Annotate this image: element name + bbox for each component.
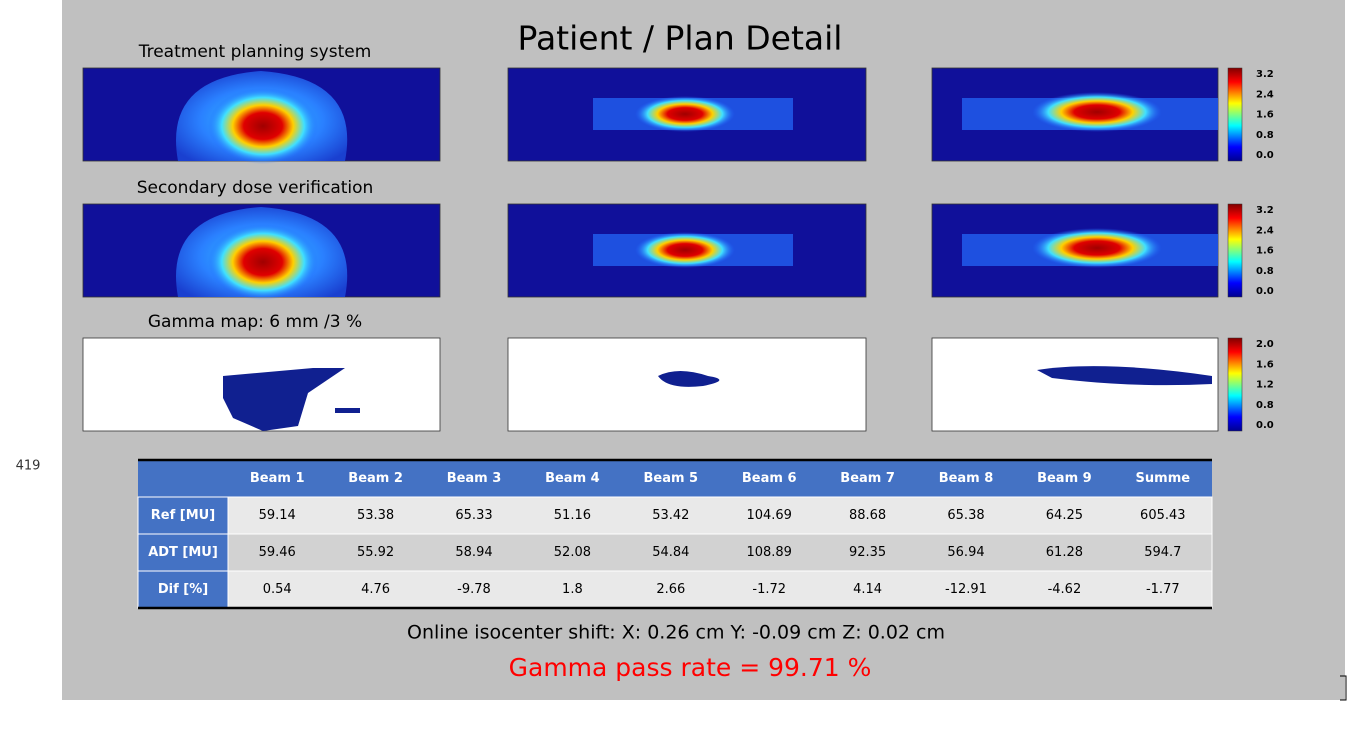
row-header: Ref [MU] (151, 508, 215, 523)
page-number: 419 (16, 459, 41, 474)
colorbar-tick-label: 3.2 (1256, 205, 1274, 216)
column-header: Beam 6 (742, 471, 797, 486)
table-cell: 92.35 (849, 545, 886, 560)
column-header: Beam 2 (348, 471, 403, 486)
column-header: Beam 9 (1037, 471, 1092, 486)
table-cell: 605.43 (1140, 508, 1186, 523)
title: Patient / Plan Detail (518, 19, 843, 58)
colorbar-tick-label: 1.6 (1256, 246, 1274, 257)
table-cell: -9.78 (457, 582, 491, 597)
column-header: Beam 1 (250, 471, 305, 486)
table-cell: 61.28 (1046, 545, 1083, 560)
gamma-pass-rate: Gamma pass rate = 99.71 % (509, 653, 872, 682)
dose-image (507, 337, 867, 432)
table-cell: 51.16 (554, 508, 591, 523)
dose-image (507, 67, 867, 162)
dose-hotspot (635, 232, 735, 268)
colorbar-tick-label: 1.6 (1256, 359, 1274, 370)
table-cell: 58.94 (455, 545, 492, 560)
table-cell: 4.14 (853, 582, 882, 597)
colorbar-tick-label: 0.8 (1256, 130, 1274, 141)
table-cell: 55.92 (357, 545, 394, 560)
table-cell: -1.72 (752, 582, 786, 597)
colorbar-tick-label: 2.4 (1256, 225, 1274, 236)
colorbar-tick-label: 2.0 (1256, 339, 1274, 350)
table-cell: 88.68 (849, 508, 886, 523)
column-header: Beam 5 (643, 471, 698, 486)
dose-hotspot (208, 88, 318, 164)
dose-hotspot (635, 96, 735, 132)
table-cell: 59.46 (259, 545, 296, 560)
panel-label: Treatment planning system (138, 42, 372, 62)
dose-image (931, 67, 1219, 162)
colorbar (1227, 67, 1243, 162)
panel-label: Gamma map: 6 mm /3 % (148, 312, 362, 332)
dose-image (82, 337, 441, 432)
gamma-region (1037, 366, 1212, 386)
table-cell: 64.25 (1046, 508, 1083, 523)
dose-image (931, 203, 1219, 298)
dose-image (507, 203, 867, 298)
gamma-region (223, 368, 345, 431)
table-cell: -12.91 (945, 582, 987, 597)
table-cell: -4.62 (1048, 582, 1082, 597)
dose-image (82, 203, 441, 300)
table-cell: 65.38 (947, 508, 984, 523)
column-header: Beam 4 (545, 471, 600, 486)
table-cell: 2.66 (656, 582, 685, 597)
colorbar (1227, 203, 1243, 298)
table-cell: 104.69 (746, 508, 792, 523)
colorbar-tick-label: 0.0 (1256, 150, 1274, 161)
gamma-region (658, 371, 720, 387)
colorbar-tick-label: 0.0 (1256, 286, 1274, 297)
header-row (138, 460, 1212, 497)
dose-image (82, 67, 441, 164)
table-cell: 54.84 (652, 545, 689, 560)
table-cell: 1.8 (562, 582, 583, 597)
table-cell: -1.77 (1146, 582, 1180, 597)
table-cell: 59.14 (259, 508, 296, 523)
column-header: Beam 8 (939, 471, 994, 486)
table-cell: 52.08 (554, 545, 591, 560)
row-header-cell (137, 533, 229, 572)
dose-hotspot (1032, 92, 1162, 132)
row-header: ADT [MU] (148, 545, 218, 560)
table-cell: 108.89 (746, 545, 792, 560)
table-cell: 594.7 (1144, 545, 1181, 560)
table-cell: 53.38 (357, 508, 394, 523)
panel-label: Secondary dose verification (137, 178, 374, 198)
table-row (227, 533, 1213, 572)
dose-image (931, 337, 1219, 432)
table-cell: 0.54 (263, 582, 292, 597)
colorbar-tick-label: 1.2 (1256, 380, 1274, 391)
table-cell: 4.76 (361, 582, 390, 597)
colorbar (1227, 337, 1243, 432)
colorbar-tick-label: 1.6 (1256, 110, 1274, 121)
results-table: Beam 1 Beam 2 Beam 3 Beam 4 Beam 5 Beam 6 Beam… (137, 458, 1213, 610)
table-cell: 65.33 (455, 508, 492, 523)
colorbar-tick-label: 0.8 (1256, 266, 1274, 277)
table-cell: 53.42 (652, 508, 689, 523)
colorbar-tick-label: 3.2 (1256, 69, 1274, 80)
isocenter-shift: Online isocenter shift: X: 0.26 cm Y: -0… (407, 622, 945, 644)
row-header: Dif [%] (158, 582, 208, 597)
column-header: Summe (1136, 471, 1191, 486)
column-header: Beam 3 (447, 471, 502, 486)
gamma-region (335, 408, 360, 413)
dose-hotspot (208, 224, 318, 300)
table-cell: 56.94 (947, 545, 984, 560)
corner-bracket (1340, 675, 1347, 701)
colorbar-tick-label: 2.4 (1256, 89, 1274, 100)
colorbar-tick-label: 0.8 (1256, 400, 1274, 411)
column-header: Beam 7 (840, 471, 895, 486)
panels: Treatment planning system 3.2 2.4 1.6 0.8 0.0… (82, 42, 1274, 432)
colorbar-tick-label: 0.0 (1256, 420, 1274, 431)
dose-hotspot (1032, 228, 1162, 268)
